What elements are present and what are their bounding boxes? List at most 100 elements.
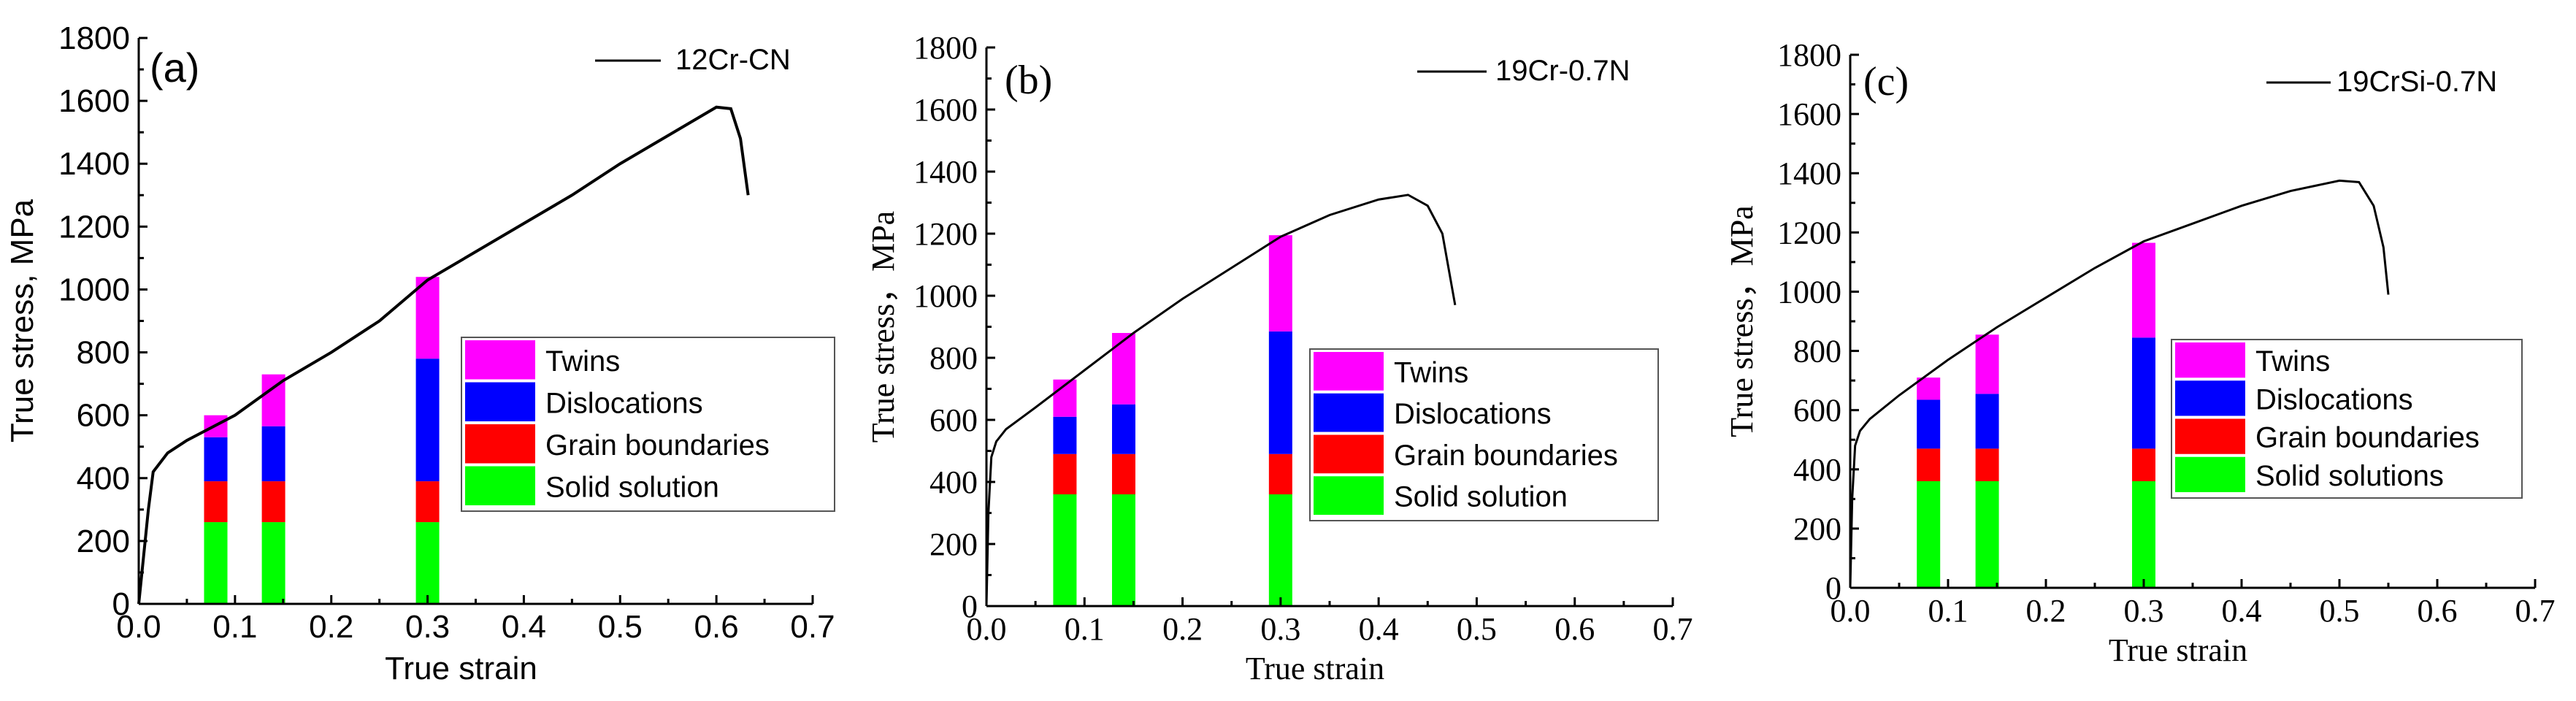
y-tick-label: 0 <box>112 586 130 622</box>
x-tick-label: 0.2 <box>1162 611 1203 647</box>
legend-swatch-twins <box>465 340 535 380</box>
y-tick-label: 0 <box>962 589 978 624</box>
chart-panel-c: 0.0 0.1 0.2 0.3 0.4 0.5 0.6 0.7 0 200 400 600 800 100… <box>1724 37 2556 668</box>
x-tick-label: 0.6 <box>2418 593 2458 629</box>
x-tick-label: 0.3 <box>2124 593 2164 629</box>
bar-2-grain-boundaries <box>1112 453 1135 494</box>
legend-label-grain-boundaries: Grain boundaries <box>1394 440 1618 472</box>
x-tick-label: 0.3 <box>1260 611 1300 647</box>
bar-2-dislocations <box>261 426 285 482</box>
y-tick-label: 1800 <box>913 30 978 66</box>
y-tick-label: 1200 <box>58 209 130 245</box>
x-tick-label: 0.6 <box>694 609 739 645</box>
x-tick-label: 0.0 <box>967 611 1007 647</box>
legend-label-grain-boundaries: Grain boundaries <box>545 429 770 461</box>
stress-strain-curve <box>1849 179 2390 589</box>
panel-label: (c) <box>1863 59 1909 104</box>
bar-3-solid-solution <box>1268 494 1292 606</box>
bar-3-twins <box>1268 235 1292 332</box>
legend-label-twins: Twins <box>2255 345 2330 378</box>
y-tick-label: 400 <box>929 464 978 500</box>
y-tick-label: 1200 <box>913 216 978 252</box>
y-tick-label: 1400 <box>1777 156 1841 191</box>
y-tick-label: 1600 <box>1777 96 1841 132</box>
legend-label-grain-boundaries: Grain boundaries <box>2255 422 2480 454</box>
legend-swatch-dislocations <box>1314 393 1384 432</box>
bar-1-solid-solution <box>1053 494 1077 606</box>
x-tick-label: 0.5 <box>1457 611 1497 647</box>
y-tick-label: 600 <box>77 398 130 434</box>
legend-label-solid-solution: Solid solution <box>1394 481 1568 513</box>
y-tick-label: 1600 <box>913 92 978 128</box>
curve-legend-label: 19CrSi-0.7N <box>2337 66 2497 98</box>
y-tick-label: 600 <box>929 402 978 438</box>
panel-label: (b) <box>1005 58 1052 103</box>
legend-swatch-solid-solution <box>1314 476 1384 515</box>
bar-3-solid-solution <box>415 522 440 604</box>
legend-swatch-grain-boundaries <box>465 424 535 464</box>
bar-3-dislocations <box>2132 337 2155 449</box>
panel-label: (a) <box>150 45 199 91</box>
y-tick-label: 1000 <box>913 278 978 314</box>
x-tick-label: 0.6 <box>1555 611 1595 647</box>
y-tick-label: 0 <box>1825 570 1841 606</box>
y-tick-label: 1800 <box>1777 37 1841 73</box>
x-tick-label: 0.2 <box>2026 593 2066 629</box>
bar-2-grain-boundaries <box>1975 448 1999 481</box>
legend-swatch-twins <box>1314 352 1384 391</box>
legend-label-solid-solution: Solid solutions <box>2255 460 2444 492</box>
legend-swatch-grain-boundaries <box>2175 418 2245 454</box>
y-tick-label: 1400 <box>913 154 978 190</box>
legend-swatch-solid-solution <box>2175 456 2245 492</box>
bar-2-dislocations <box>1975 394 1999 449</box>
y-axis-title: True stress，MPa <box>1724 205 1760 437</box>
bar-2-grain-boundaries <box>261 481 285 523</box>
y-tick-label: 400 <box>77 461 130 497</box>
bar-3-solid-solution <box>2132 481 2155 588</box>
y-tick-label: 1000 <box>1777 274 1841 310</box>
bar-3-twins <box>2132 242 2155 338</box>
bar-2-dislocations <box>1112 404 1135 454</box>
y-tick-label: 1000 <box>58 272 130 307</box>
curve-legend-label: 19Cr-0.7N <box>1495 55 1630 87</box>
y-tick-label: 1200 <box>1777 215 1841 250</box>
bar-3-grain-boundaries <box>1268 453 1292 494</box>
legend-label-dislocations: Dislocations <box>545 387 703 419</box>
legend-label-twins: Twins <box>545 345 620 378</box>
y-tick-label: 600 <box>1793 393 1841 429</box>
bar-3-grain-boundaries <box>2132 448 2155 481</box>
x-tick-label: 0.3 <box>405 609 450 645</box>
x-tick-label: 0.1 <box>212 609 257 645</box>
y-tick-label: 200 <box>77 524 130 559</box>
legend-swatch-twins <box>2175 342 2245 378</box>
chart-panel-a: 0.0 0.1 0.2 0.3 0.4 0.5 0.6 0.7 0 200 400 600 800 100… <box>4 20 835 686</box>
y-tick-label: 1400 <box>58 146 130 182</box>
x-tick-label: 0.0 <box>1831 593 1871 629</box>
x-tick-label: 0.7 <box>1653 611 1693 647</box>
y-tick-label: 1600 <box>58 83 130 119</box>
bar-1-twins <box>1917 378 1941 400</box>
curve-legend-label: 12Cr-CN <box>675 44 791 76</box>
bar-1-dislocations <box>1053 416 1077 454</box>
legend-label-twins: Twins <box>1394 356 1468 388</box>
x-tick-label: 0.2 <box>309 609 353 645</box>
y-tick-label: 1800 <box>58 20 130 56</box>
y-tick-label: 200 <box>929 526 978 562</box>
stress-strain-curve <box>985 194 1457 607</box>
y-axis-title: True stress, MPa <box>4 199 40 443</box>
x-axis-title: True strain <box>2109 632 2247 668</box>
bar-1-grain-boundaries <box>204 481 228 523</box>
bar-3-dislocations <box>1268 331 1292 454</box>
bar-2-solid-solution <box>1975 481 1999 588</box>
x-tick-label: 0.5 <box>2320 593 2360 629</box>
y-tick-label: 400 <box>1793 452 1841 488</box>
bar-3-twins <box>415 277 440 359</box>
x-tick-label: 0.1 <box>1928 593 1969 629</box>
x-tick-label: 0.4 <box>2222 593 2262 629</box>
bar-1-solid-solution <box>1917 481 1941 588</box>
x-axis-title: True strain <box>385 651 537 686</box>
x-tick-label: 0.4 <box>1359 611 1399 647</box>
x-tick-label: 0.1 <box>1065 611 1105 647</box>
bar-3-dislocations <box>415 359 440 482</box>
bar-2-twins <box>1112 333 1135 405</box>
